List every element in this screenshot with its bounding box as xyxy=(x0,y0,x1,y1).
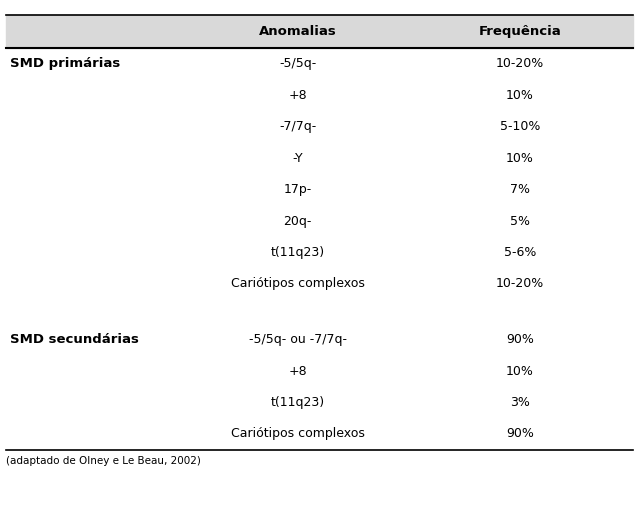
Text: +8: +8 xyxy=(288,89,307,102)
Text: -7/7q-: -7/7q- xyxy=(279,120,316,133)
Text: 20q-: 20q- xyxy=(283,214,312,228)
Text: +8: +8 xyxy=(288,365,307,378)
Text: Frequência: Frequência xyxy=(479,25,561,38)
Text: 5-6%: 5-6% xyxy=(504,246,536,259)
Text: -Y: -Y xyxy=(292,152,303,165)
Text: 10-20%: 10-20% xyxy=(496,277,544,291)
Text: t(11q23): t(11q23) xyxy=(270,396,325,409)
Text: 7%: 7% xyxy=(510,183,530,196)
Text: Cariótipos complexos: Cariótipos complexos xyxy=(231,277,364,291)
Text: SMD primárias: SMD primárias xyxy=(10,57,120,70)
Text: 10-20%: 10-20% xyxy=(496,57,544,70)
Text: 10%: 10% xyxy=(506,365,534,378)
Text: Cariótipos complexos: Cariótipos complexos xyxy=(231,427,364,441)
Text: SMD secundárias: SMD secundárias xyxy=(10,333,139,346)
Text: -5/5q- ou -7/7q-: -5/5q- ou -7/7q- xyxy=(249,333,346,346)
Text: (adaptado de Olney e Le Beau, 2002): (adaptado de Olney e Le Beau, 2002) xyxy=(6,456,201,466)
Text: 5%: 5% xyxy=(510,214,530,228)
Text: -5/5q-: -5/5q- xyxy=(279,57,316,70)
Text: 90%: 90% xyxy=(506,427,534,441)
Text: 10%: 10% xyxy=(506,89,534,102)
Text: 5-10%: 5-10% xyxy=(500,120,540,133)
Text: 10%: 10% xyxy=(506,152,534,165)
Text: 17p-: 17p- xyxy=(284,183,312,196)
Text: 3%: 3% xyxy=(510,396,530,409)
Text: Anomalias: Anomalias xyxy=(259,25,337,38)
Text: 90%: 90% xyxy=(506,333,534,346)
Bar xyxy=(6,15,633,48)
Text: t(11q23): t(11q23) xyxy=(270,246,325,259)
